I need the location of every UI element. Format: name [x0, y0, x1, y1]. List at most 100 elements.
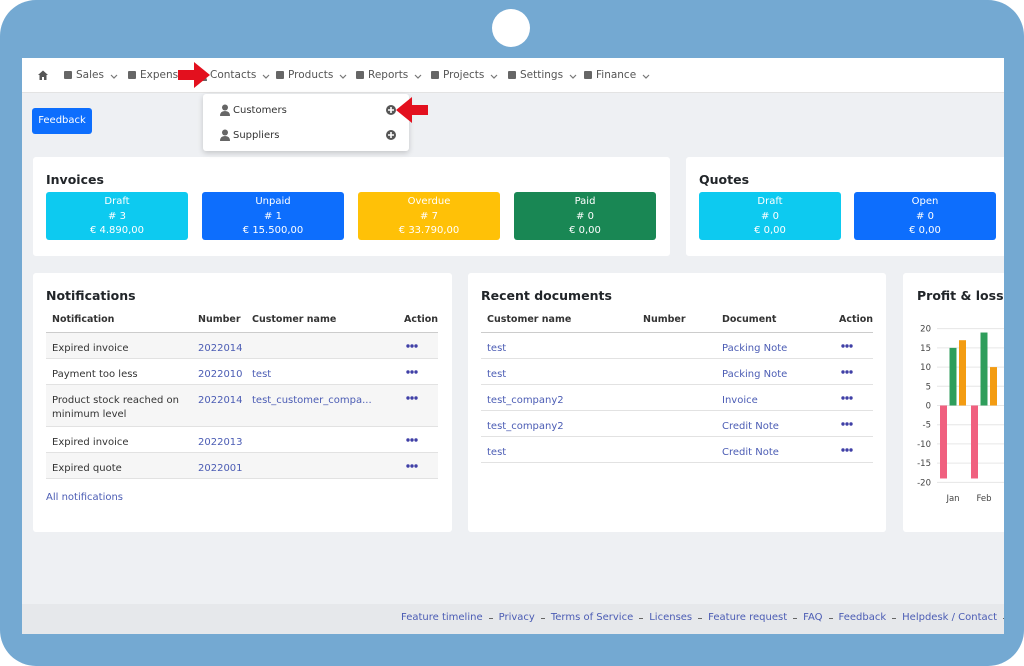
table-cell[interactable]: 2022014	[198, 395, 243, 406]
icon	[431, 71, 439, 79]
table-row: test_company2 Credit Note	[481, 411, 873, 437]
nav-item[interactable]: Contacts	[210, 69, 257, 81]
tile-amount: € 0,00	[754, 225, 786, 236]
tile-amount: € 0,00	[569, 225, 601, 236]
bar	[980, 332, 988, 406]
icon-part	[38, 70, 48, 80]
nav-item[interactable]: Projects	[443, 69, 485, 81]
table-row: test Credit Note	[481, 437, 873, 463]
column-header: Notification	[52, 314, 115, 325]
status-tile[interactable]: Draft # 3 € 4.890,00	[46, 192, 188, 240]
footer-link[interactable]: Feature timeline	[401, 612, 483, 623]
table-cell[interactable]: Packing Note	[722, 343, 788, 354]
table-cell[interactable]: test	[487, 343, 507, 354]
bar	[949, 347, 957, 406]
icon	[569, 74, 577, 79]
separator	[828, 617, 833, 619]
table-cell[interactable]: 2022013	[198, 437, 243, 448]
table-cell[interactable]: Credit Note	[722, 447, 779, 458]
add-button[interactable]	[385, 104, 397, 116]
nav-item[interactable]: Products	[288, 69, 334, 81]
notifications-card: Notifications Notification Number Customer …	[33, 273, 452, 532]
chart-title: Profit & loss	[917, 288, 1004, 303]
table-cell[interactable]: 2022001	[198, 463, 243, 474]
chart: 20 15 10 5 0 -5 -10 -15 -20 Jan Feb	[917, 325, 1004, 504]
action-menu[interactable]	[406, 434, 418, 446]
icon-part	[414, 344, 418, 348]
table-cell[interactable]: test_company2	[487, 421, 564, 432]
add-button[interactable]	[385, 129, 397, 141]
footer-link[interactable]: FAQ	[803, 612, 823, 623]
action-menu[interactable]	[406, 460, 418, 472]
nav-item[interactable]: Sales	[76, 69, 104, 81]
action-menu[interactable]	[406, 340, 418, 352]
action-menu[interactable]	[406, 366, 418, 378]
recent_documents-card: Recent documents Customer name Number Docum…	[468, 273, 886, 532]
action-menu[interactable]	[841, 366, 853, 378]
y-tick-label: 5	[926, 382, 931, 392]
status-tile[interactable]: Overdue # 7 € 33.790,00	[358, 192, 500, 240]
icon-part	[410, 370, 414, 374]
table-cell[interactable]: Packing Note	[722, 369, 788, 380]
tile-count: # 0	[576, 210, 594, 222]
dropdown-item[interactable]: Customers	[203, 98, 409, 123]
icon	[262, 74, 270, 79]
icon-part	[406, 396, 410, 400]
status-tile[interactable]: Draft # 0 € 0,00	[699, 192, 841, 240]
footer-link[interactable]: Helpdesk / Contact	[902, 612, 998, 623]
status-tile[interactable]: Paid # 0 € 0,00	[514, 192, 656, 240]
footer-link[interactable]: Feedback	[838, 612, 887, 623]
tile-label: Overdue	[407, 196, 451, 207]
icon-part	[406, 438, 410, 442]
dropdown-item[interactable]: Suppliers	[203, 123, 409, 148]
table-row: Payment too less 2022010 test	[46, 359, 438, 385]
nav-item[interactable]: Expenses	[140, 69, 191, 81]
action-menu[interactable]	[841, 444, 853, 456]
status-tile[interactable]: Unpaid # 1 € 15.500,00	[202, 192, 344, 240]
icon-part	[845, 370, 849, 374]
nav-item[interactable]: Settings	[520, 69, 564, 81]
tile-count: # 0	[761, 210, 779, 222]
footer-link[interactable]: Feature request	[708, 612, 788, 623]
column-header: Number	[643, 314, 686, 325]
table-cell[interactable]: test	[252, 369, 272, 380]
status-tile[interactable]: Open # 0 € 0,00	[854, 192, 996, 240]
bar	[959, 340, 966, 406]
table-cell[interactable]: test	[487, 369, 507, 380]
feedback-button[interactable]: Feedback	[32, 108, 92, 134]
icon-part	[406, 464, 410, 468]
table-cell[interactable]: 2022014	[198, 343, 243, 354]
action-menu[interactable]	[406, 392, 418, 404]
table-cell[interactable]: test	[487, 447, 507, 458]
nav-item[interactable]: Finance	[596, 69, 637, 81]
icon	[220, 129, 230, 141]
icon-part	[414, 438, 418, 442]
icon-part	[414, 74, 422, 79]
footer-link[interactable]: Licenses	[649, 612, 693, 623]
table-cell[interactable]: test_company2	[487, 395, 564, 406]
icon-part	[490, 74, 498, 79]
icon-part	[222, 104, 228, 111]
icon-part	[339, 74, 347, 79]
separator	[793, 617, 798, 619]
invoices-card: Invoices Draft # 3 € 4.890,00 Unpaid # 1 € 15.…	[33, 157, 670, 256]
footer-link[interactable]: Terms of Service	[550, 612, 634, 623]
table-row: test Packing Note	[481, 333, 873, 359]
action-menu[interactable]	[841, 392, 853, 404]
table-cell: Product stock reached on minimum level	[52, 395, 180, 420]
y-tick-label: 15	[920, 344, 931, 354]
nav-item[interactable]: Reports	[368, 69, 409, 81]
footer-link[interactable]: Privacy	[498, 612, 535, 623]
icon-part	[849, 370, 853, 374]
table-cell[interactable]: Invoice	[722, 395, 758, 406]
table-cell[interactable]: 2022010	[198, 369, 243, 380]
table-cell[interactable]: test_customer_compa...	[252, 395, 372, 406]
all-notifications-link[interactable]: All notifications	[46, 492, 124, 503]
action-menu[interactable]	[841, 340, 853, 352]
table-cell[interactable]: Credit Note	[722, 421, 779, 432]
action-menu[interactable]	[841, 418, 853, 430]
table-cell: Expired invoice	[52, 343, 129, 354]
table-row: test_company2 Invoice	[481, 385, 873, 411]
icon-part	[406, 370, 410, 374]
dropdown-label: Customers	[233, 105, 287, 116]
